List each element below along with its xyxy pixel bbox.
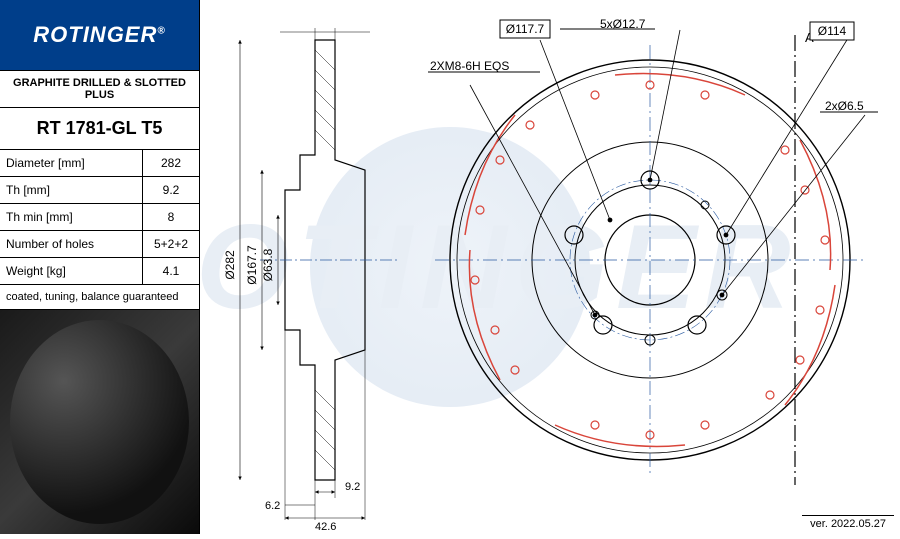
dim-w3: 42.6	[315, 521, 336, 533]
dim-w1: 9.2	[345, 481, 360, 493]
spec-value: 282	[143, 150, 199, 176]
spec-label: Number of holes	[0, 231, 143, 257]
spec-label: Diameter [mm]	[0, 150, 143, 176]
part-number: RT 1781-GL T5	[0, 108, 199, 150]
dim-mid-dia: Ø167.7	[245, 245, 259, 285]
callout-c5: 2xØ6.5	[825, 99, 864, 113]
spec-row: Weight [kg]4.1	[0, 258, 199, 285]
spec-label: Weight [kg]	[0, 258, 143, 284]
spec-label: Th [mm]	[0, 177, 143, 203]
spec-value: 9.2	[143, 177, 199, 203]
brand-logo: ROTINGER®	[0, 0, 199, 70]
spec-label: Th min [mm]	[0, 204, 143, 230]
spec-title: GRAPHITE DRILLED & SLOTTED PLUS	[0, 70, 199, 108]
version-label: ver. 2022.05.27	[802, 515, 894, 532]
spec-note: coated, tuning, balance guaranteed	[0, 285, 199, 310]
callout-c3: Ø114	[818, 24, 847, 38]
spec-row: Diameter [mm]282	[0, 150, 199, 177]
spec-panel: ROTINGER® GRAPHITE DRILLED & SLOTTED PLU…	[0, 0, 200, 534]
product-photo	[0, 310, 199, 534]
dim-outer-dia: Ø282	[223, 250, 237, 280]
spec-value: 5+2+2	[143, 231, 199, 257]
spec-value: 4.1	[143, 258, 199, 284]
spec-row: Th [mm]9.2	[0, 177, 199, 204]
spec-row: Number of holes5+2+2	[0, 231, 199, 258]
technical-drawing: Ø282 Ø167.7 Ø63.8 9.2	[200, 0, 900, 534]
dim-inner-dia: Ø63.8	[261, 248, 275, 281]
spec-row: Th min [mm]8	[0, 204, 199, 231]
dim-w2: 6.2	[265, 500, 280, 512]
callout-c4: 2XM8-6H EQS	[430, 59, 509, 73]
spec-value: 8	[143, 204, 199, 230]
callout-c1: Ø117.7	[506, 22, 545, 36]
